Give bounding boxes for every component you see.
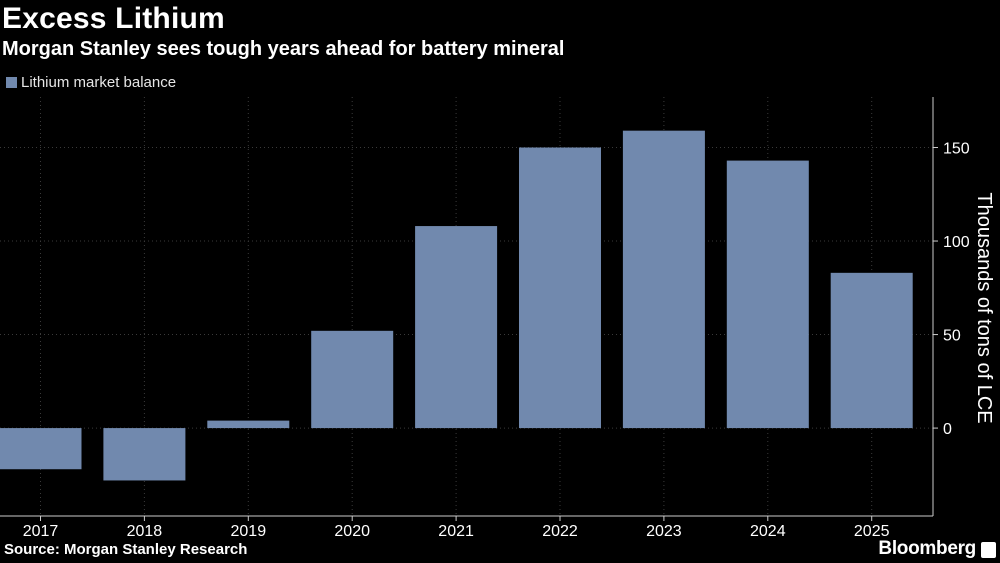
- legend-label: Lithium market balance: [21, 74, 177, 91]
- bar-2020: [311, 330, 394, 429]
- tick-labels: 0 50 100 150 2017 2018 2019 2020 2021 2022 2023 202…: [23, 141, 970, 540]
- y-tick-label: 0: [943, 421, 952, 438]
- bloomberg-icon: [981, 542, 996, 558]
- legend: Lithium market balance: [6, 74, 176, 91]
- x-tick-label: 2025: [854, 523, 890, 540]
- bar-2022: [519, 147, 601, 429]
- bars: [0, 130, 913, 481]
- x-tick-label: 2017: [23, 523, 59, 540]
- x-tick-label: 2022: [542, 523, 578, 540]
- bar-2024: [726, 160, 809, 429]
- x-tick-label: 2021: [438, 523, 474, 540]
- bar-2018: [103, 428, 186, 481]
- x-tick-label: 2018: [127, 523, 163, 540]
- chart-subtitle: Morgan Stanley sees tough years ahead fo…: [2, 38, 565, 60]
- bar-2019: [207, 420, 290, 429]
- bar-2025: [830, 272, 913, 429]
- x-tick-label: 2019: [231, 523, 267, 540]
- source-note: Source: Morgan Stanley Research: [4, 541, 248, 558]
- bar-2017: [0, 428, 82, 470]
- brand-logo: Bloomberg: [878, 538, 976, 559]
- chart-title: Excess Lithium: [2, 2, 225, 35]
- y-tick-label: 50: [943, 328, 961, 345]
- bar-2021: [415, 226, 498, 429]
- x-tick-label: 2023: [646, 523, 682, 540]
- y-tick-label: 100: [943, 234, 970, 251]
- legend-swatch: [6, 77, 17, 88]
- x-tick-label: 2024: [750, 523, 786, 540]
- y-tick-label: 150: [943, 141, 970, 158]
- y-axis-label: Thousands of tons of LCE: [973, 192, 995, 423]
- x-tick-label: 2020: [334, 523, 370, 540]
- axes: [0, 97, 938, 521]
- bar-2023: [622, 130, 705, 429]
